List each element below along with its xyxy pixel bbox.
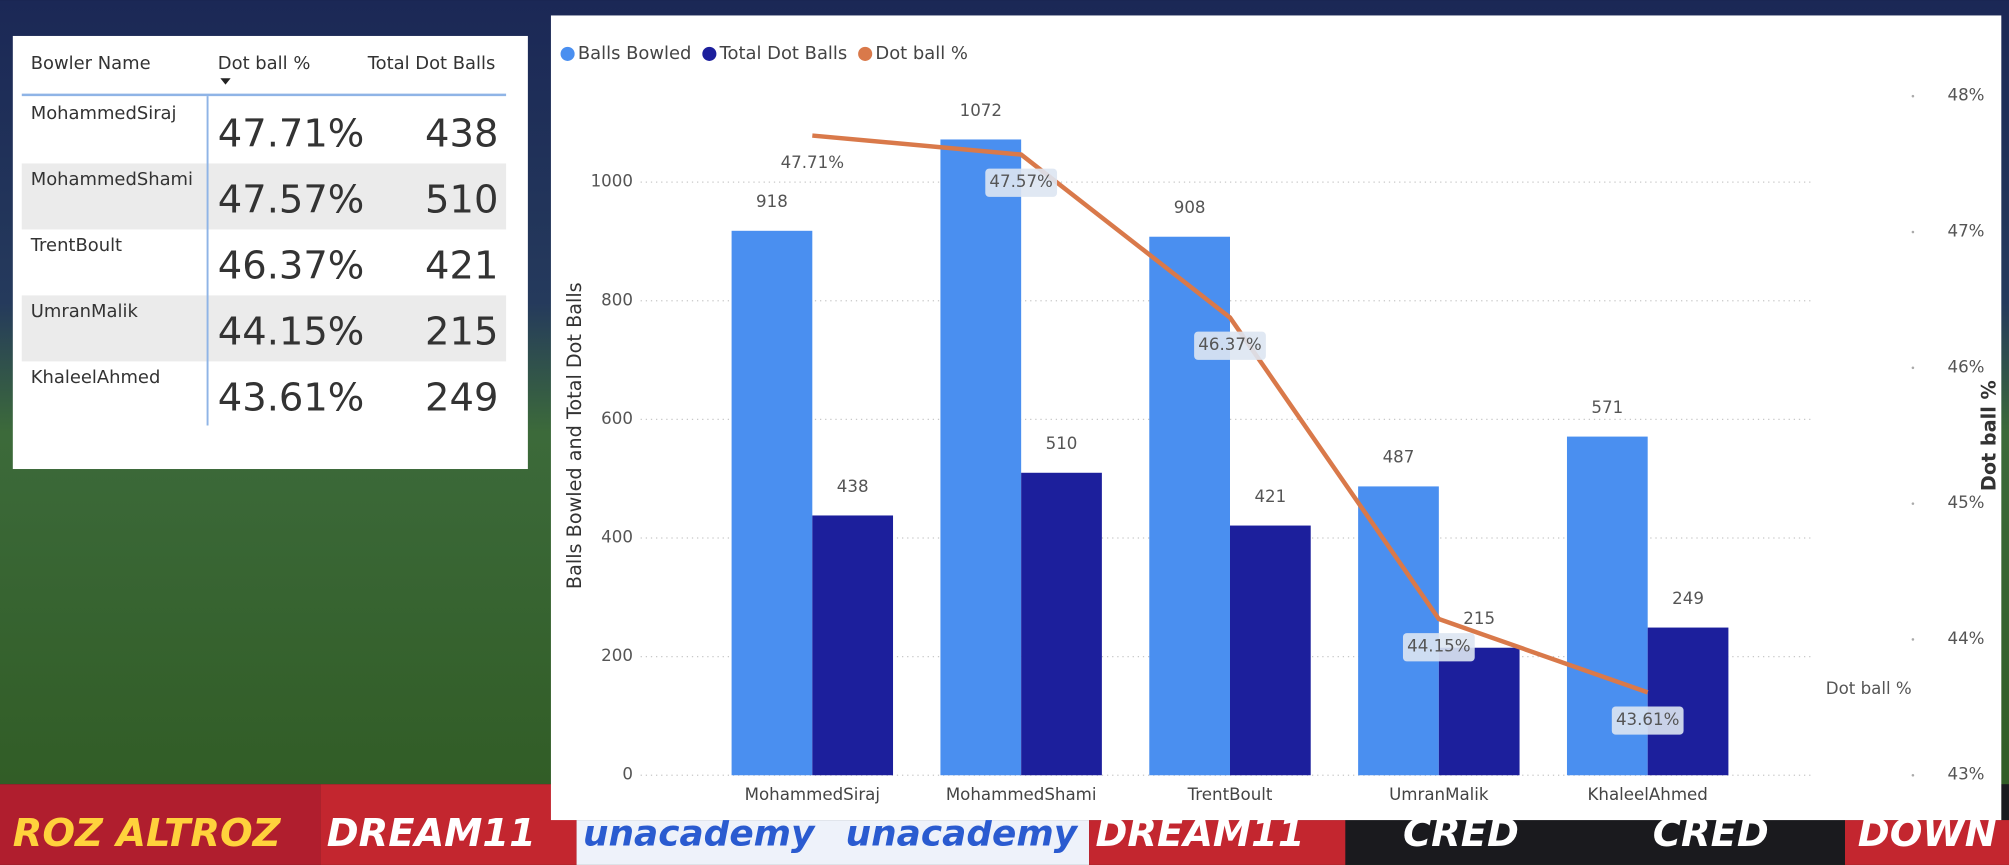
bar-value-label: 1072 — [960, 101, 1002, 120]
x-tick-label: MohammedShami — [946, 785, 1097, 804]
line-value-label: 47.71% — [781, 153, 844, 172]
y2-tick-mark — [1911, 94, 1915, 98]
y2-tick-label: 46% — [1948, 357, 1985, 376]
y-tick-label: 600 — [601, 409, 633, 428]
x-tick-label: TrentBoult — [1187, 785, 1273, 804]
bar-value-label: 249 — [1672, 589, 1704, 608]
bar-value-label: 571 — [1591, 398, 1623, 417]
y-tick-label: 800 — [601, 290, 633, 309]
line-value-label: 46.37% — [1198, 335, 1261, 354]
bar — [1647, 627, 1729, 776]
y2-axis-title: Dot ball % — [1977, 380, 2000, 491]
legend-label: Balls Bowled — [578, 43, 692, 64]
bar-value-label: 510 — [1046, 434, 1078, 453]
column-header: Dot ball % — [218, 53, 311, 74]
x-tick-label: UmranMalik — [1389, 785, 1489, 804]
bar — [731, 230, 813, 776]
line-value-label: 47.57% — [989, 172, 1052, 191]
x-tick-label: KhaleelAhmed — [1588, 785, 1708, 804]
legend-label: Dot ball % — [875, 43, 968, 64]
bowler-name: UmranMalik — [31, 301, 139, 322]
line-value-label: 44.15% — [1407, 637, 1470, 656]
y2-tick-label: 45% — [1948, 493, 1985, 512]
dot-ball-pct: 47.71% — [218, 111, 365, 156]
sort-indicator — [220, 78, 231, 85]
column-header: Bowler Name — [31, 53, 151, 74]
total-dot-balls: 215 — [425, 309, 498, 354]
legend-label: Total Dot Balls — [719, 43, 848, 64]
column-header: Total Dot Balls — [367, 53, 496, 74]
dot-ball-pct: 43.61% — [218, 375, 365, 420]
y-tick-label: 1000 — [591, 172, 633, 191]
banner-text: unacademy — [846, 813, 1079, 854]
bowler-name: MohammedSiraj — [31, 103, 177, 124]
total-dot-balls: 249 — [425, 375, 498, 420]
ad-board — [1845, 820, 2009, 865]
line-value-label: 43.61% — [1616, 710, 1679, 729]
line-label-box — [1194, 331, 1266, 360]
y2-tick-label: 47% — [1948, 221, 1985, 240]
bar — [1438, 647, 1520, 776]
chart: 0 200 400 600 800 1000 43% 44% 45% 46% 47% 48% Balls… — [560, 43, 2000, 804]
total-dot-balls: 510 — [425, 177, 498, 222]
legend-marker — [560, 46, 575, 61]
total-dot-balls: 438 — [425, 111, 498, 156]
bar-value-label: 487 — [1383, 448, 1415, 467]
table: Bowler Name Dot ball % Total Dot Balls Moha… — [21, 53, 507, 426]
bar — [1230, 525, 1311, 776]
bar-value-label: 421 — [1254, 487, 1286, 506]
bar — [940, 139, 1022, 776]
bar — [812, 515, 894, 776]
ad-board — [320, 784, 577, 865]
y-tick-label: 400 — [601, 528, 633, 547]
total-dot-balls: 421 — [425, 243, 498, 288]
line-label-box — [985, 168, 1058, 197]
bar — [1021, 472, 1102, 776]
y2-tick-label: 43% — [1948, 765, 1985, 784]
ad-board — [1089, 820, 1346, 865]
banner-text: DREAM11 — [327, 811, 536, 856]
bowler-name: MohammedShami — [31, 169, 193, 190]
x-tick-label: MohammedSiraj — [745, 785, 880, 804]
row-band — [21, 295, 507, 362]
y2-tick-mark — [1911, 773, 1915, 777]
y2-tick-label: 44% — [1948, 629, 1985, 648]
bar-value-label: 215 — [1463, 609, 1495, 628]
y2-axis-caption: Dot ball % — [1826, 679, 1912, 698]
y-axis-title: Balls Bowled and Total Dot Balls — [563, 282, 586, 589]
bar-value-label: 918 — [756, 192, 788, 211]
bowler-name: KhaleelAhmed — [31, 367, 161, 388]
ad-board — [0, 784, 321, 865]
bar — [1358, 486, 1439, 776]
bar-value-label: 438 — [837, 477, 869, 496]
table-panel — [12, 35, 528, 470]
line-label-box — [1402, 633, 1475, 662]
banner-texts: ROZ ALTROZ DREAM11 unacademy unacademy DREAM… — [13, 811, 1997, 856]
legend-marker — [702, 46, 717, 61]
y-tick-label: 200 — [601, 646, 633, 665]
y2-tick-mark — [1911, 366, 1915, 370]
dot-ball-pct: 46.37% — [218, 243, 365, 288]
line — [812, 133, 1649, 695]
y2-tick-label: 48% — [1948, 86, 1985, 105]
y2-tick-mark — [1911, 230, 1915, 234]
row-band — [21, 163, 507, 230]
banner-text: ROZ ALTROZ — [13, 811, 282, 856]
bar-value-label: 908 — [1174, 198, 1206, 217]
legend-marker — [858, 46, 873, 61]
bar — [1149, 236, 1230, 776]
y2-tick-mark — [1911, 502, 1915, 505]
y2-tick-mark — [1911, 638, 1915, 641]
dot-ball-pct: 47.57% — [218, 177, 365, 222]
ad-board — [576, 820, 1090, 865]
dot-ball-pct: 44.15% — [218, 309, 365, 354]
line-label-box — [1611, 706, 1684, 735]
bowler-name: TrentBoult — [30, 235, 122, 256]
y-tick-label: 0 — [622, 765, 633, 784]
banner-text: unacademy — [583, 813, 816, 854]
